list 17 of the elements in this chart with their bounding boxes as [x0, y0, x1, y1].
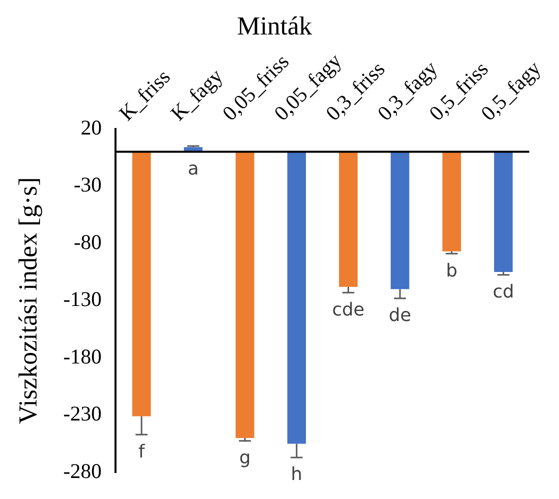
y-tick-label: -280 — [63, 458, 102, 483]
y-tick-label: -130 — [63, 287, 102, 312]
annotation: de — [388, 304, 412, 326]
annotation: f — [138, 441, 146, 462]
y-tick-label: -180 — [63, 344, 102, 368]
annotation: g — [239, 448, 251, 469]
y-axis-title: Viszkozitási index [g·s] — [13, 177, 42, 424]
annotation: a — [188, 158, 199, 180]
y-tick-label: -230 — [63, 402, 102, 426]
y-tick-label: 20 — [80, 115, 102, 140]
y-tick-label: -80 — [74, 230, 102, 254]
annotation: cde — [332, 299, 365, 320]
annotation: h — [290, 464, 302, 486]
annotation: b — [446, 260, 458, 282]
chart-title: Minták — [236, 11, 312, 40]
annotation: cd — [492, 282, 514, 303]
y-tick-label: -30 — [74, 172, 102, 197]
